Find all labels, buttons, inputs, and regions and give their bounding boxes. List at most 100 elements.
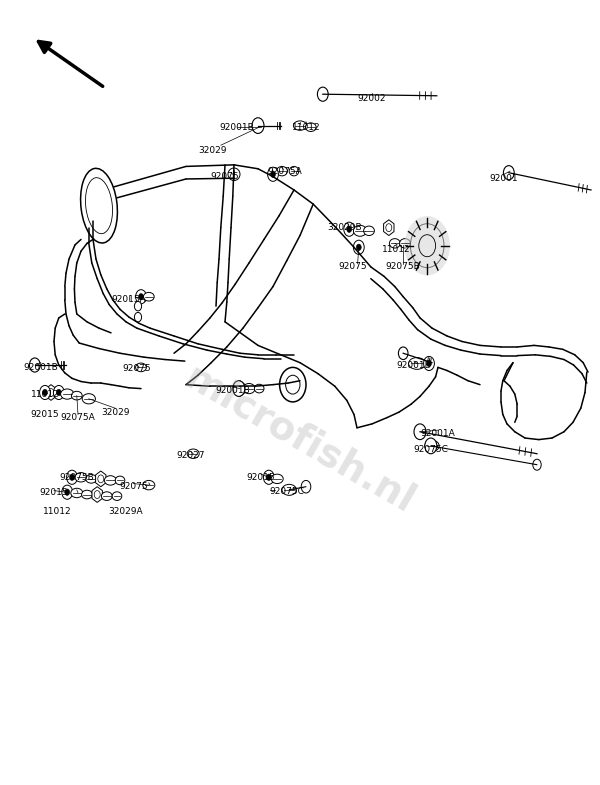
- Text: 32029B: 32029B: [328, 223, 362, 232]
- Circle shape: [353, 240, 364, 254]
- Ellipse shape: [101, 491, 112, 501]
- Circle shape: [404, 216, 450, 276]
- Text: 92075B: 92075B: [59, 473, 94, 482]
- Text: 11012: 11012: [292, 122, 320, 132]
- Ellipse shape: [143, 292, 154, 301]
- Ellipse shape: [75, 473, 87, 482]
- Ellipse shape: [243, 383, 255, 394]
- Ellipse shape: [71, 392, 82, 400]
- Circle shape: [280, 367, 306, 402]
- Circle shape: [139, 294, 143, 300]
- Circle shape: [252, 118, 264, 133]
- Ellipse shape: [289, 166, 299, 176]
- Ellipse shape: [425, 440, 439, 451]
- Text: 32029: 32029: [101, 407, 130, 417]
- Text: 92002: 92002: [358, 93, 386, 103]
- Ellipse shape: [353, 225, 367, 236]
- Text: 92001A: 92001A: [421, 429, 455, 438]
- Ellipse shape: [293, 121, 307, 130]
- Ellipse shape: [61, 389, 74, 400]
- Circle shape: [43, 389, 47, 396]
- Ellipse shape: [254, 385, 264, 392]
- Circle shape: [263, 470, 274, 484]
- Circle shape: [70, 474, 74, 480]
- Ellipse shape: [71, 488, 83, 498]
- Circle shape: [317, 87, 328, 101]
- Text: 11012: 11012: [43, 507, 71, 517]
- Polygon shape: [235, 381, 245, 396]
- Ellipse shape: [228, 168, 240, 181]
- Ellipse shape: [364, 226, 374, 236]
- Circle shape: [410, 224, 444, 268]
- Text: 92001B: 92001B: [23, 363, 58, 372]
- Circle shape: [134, 312, 142, 322]
- Text: 92075B: 92075B: [386, 262, 421, 272]
- Text: 92015: 92015: [247, 473, 275, 482]
- Polygon shape: [46, 385, 56, 400]
- Circle shape: [67, 470, 77, 484]
- Circle shape: [136, 290, 146, 304]
- Ellipse shape: [389, 239, 400, 248]
- Circle shape: [414, 424, 426, 440]
- Circle shape: [266, 474, 271, 480]
- Text: 11012: 11012: [382, 245, 410, 254]
- Text: microfish.nl: microfish.nl: [178, 358, 422, 521]
- Text: 92075C: 92075C: [269, 487, 304, 496]
- Text: 92075: 92075: [211, 172, 239, 181]
- Circle shape: [356, 244, 361, 250]
- Circle shape: [398, 347, 408, 360]
- Ellipse shape: [104, 476, 116, 485]
- Polygon shape: [92, 487, 103, 502]
- Circle shape: [134, 301, 142, 311]
- Circle shape: [301, 480, 311, 493]
- Text: 32029A: 32029A: [109, 507, 143, 517]
- Text: 92015: 92015: [40, 487, 68, 497]
- Circle shape: [65, 489, 70, 495]
- Ellipse shape: [271, 474, 283, 484]
- Text: 92075C: 92075C: [413, 444, 448, 454]
- Circle shape: [425, 438, 437, 454]
- Circle shape: [268, 167, 278, 181]
- Ellipse shape: [187, 449, 199, 458]
- Text: 32029: 32029: [199, 146, 227, 155]
- Polygon shape: [383, 220, 394, 235]
- Text: 92001B: 92001B: [215, 386, 250, 396]
- Circle shape: [62, 485, 73, 499]
- Ellipse shape: [305, 122, 316, 132]
- Circle shape: [424, 356, 434, 371]
- Ellipse shape: [136, 363, 146, 372]
- Text: 11012: 11012: [31, 389, 59, 399]
- Text: 92075A: 92075A: [61, 413, 95, 422]
- Ellipse shape: [400, 239, 410, 248]
- Text: 92001B: 92001B: [220, 122, 254, 132]
- Ellipse shape: [82, 490, 92, 499]
- Text: 92027: 92027: [176, 451, 205, 460]
- Circle shape: [29, 358, 40, 372]
- Text: 92015A: 92015A: [112, 295, 146, 305]
- Text: 92001: 92001: [490, 174, 518, 184]
- Circle shape: [347, 226, 352, 232]
- Ellipse shape: [143, 480, 155, 490]
- Circle shape: [53, 385, 64, 400]
- Circle shape: [427, 360, 431, 367]
- Text: 92075: 92075: [338, 262, 367, 272]
- Text: 92075A: 92075A: [268, 166, 302, 176]
- Circle shape: [533, 459, 541, 470]
- Polygon shape: [95, 471, 106, 487]
- Circle shape: [233, 381, 245, 396]
- Ellipse shape: [409, 358, 425, 370]
- Text: 92075: 92075: [122, 364, 151, 374]
- Text: 92015: 92015: [31, 410, 59, 419]
- Circle shape: [56, 389, 61, 396]
- Ellipse shape: [112, 491, 122, 501]
- Ellipse shape: [115, 476, 125, 485]
- Circle shape: [344, 222, 355, 236]
- Circle shape: [40, 385, 50, 400]
- Circle shape: [503, 166, 514, 180]
- Ellipse shape: [82, 394, 95, 404]
- Ellipse shape: [80, 168, 118, 243]
- Circle shape: [271, 171, 275, 177]
- Ellipse shape: [86, 474, 97, 483]
- Text: 92075: 92075: [119, 482, 148, 491]
- Ellipse shape: [282, 484, 296, 495]
